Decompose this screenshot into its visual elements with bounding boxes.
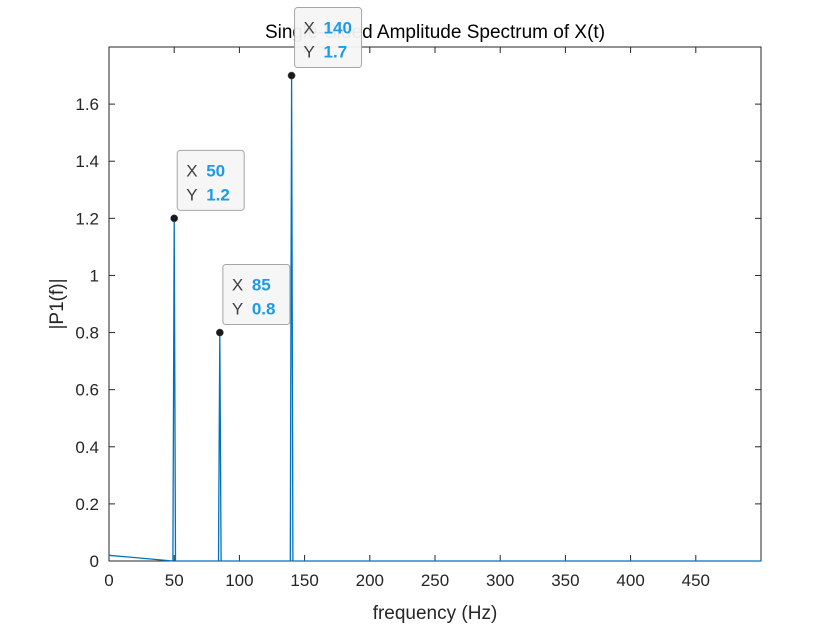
- datatip-x-key: X: [232, 276, 243, 295]
- datatip-y-key: Y: [304, 43, 315, 62]
- y-tick-label: 0.8: [75, 324, 99, 343]
- datatip[interactable]: X 85 Y 0.8: [215, 264, 291, 337]
- datatip-y-value: 1.2: [206, 185, 230, 204]
- datatip-y-value: 0.8: [252, 300, 276, 319]
- y-axis: 0 0.2 0.4 0.6 0.8 1 1.2 1.4 1.6: [75, 95, 761, 571]
- datatip-marker[interactable]: [287, 71, 296, 80]
- y-tick-label: 0.6: [75, 381, 99, 400]
- datatip-y-value: 1.7: [324, 43, 348, 62]
- x-tick-label: 0: [104, 571, 113, 590]
- datatip-x-key: X: [304, 19, 315, 38]
- y-tick-label: 1.2: [75, 209, 99, 228]
- x-axis-label: frequency (Hz): [373, 603, 498, 624]
- datatip-x-value: 50: [206, 161, 225, 180]
- datatip-x-value: 85: [252, 276, 271, 295]
- y-tick-label: 1.4: [75, 152, 99, 171]
- datatip-x-value: 140: [324, 19, 352, 38]
- x-tick-label: 150: [290, 571, 318, 590]
- datatip-marker[interactable]: [215, 328, 224, 337]
- x-axis: 0 50 100 150 200 250 300 350 400 450: [104, 47, 710, 590]
- datatip[interactable]: X 50 Y 1.2: [170, 149, 245, 223]
- x-tick-label: 400: [616, 571, 644, 590]
- y-tick-label: 1.6: [75, 95, 99, 114]
- y-tick-label: 0.2: [75, 495, 99, 514]
- datatip-box: [222, 264, 291, 326]
- datatip-marker[interactable]: [170, 214, 179, 223]
- plot-area: [108, 46, 762, 562]
- datatip-y-key: Y: [232, 300, 243, 319]
- x-tick-label: 300: [486, 571, 514, 590]
- x-tick-label: 100: [225, 571, 253, 590]
- datatip-box: [176, 149, 245, 211]
- x-tick-label: 50: [165, 571, 184, 590]
- datatip[interactable]: X 140 Y 1.7: [287, 7, 363, 80]
- x-tick-label: 250: [421, 571, 449, 590]
- x-tick-label: 450: [682, 571, 710, 590]
- y-tick-label: 0.4: [75, 438, 99, 457]
- x-tick-label: 350: [551, 571, 579, 590]
- y-axis-label: |P1(f)|: [47, 278, 68, 329]
- datatip-x-key: X: [186, 161, 197, 180]
- y-tick-label: 1: [90, 266, 99, 285]
- datatips-group: X 50 Y 1.2 X 85 Y 0.8 X 140 Y 1.7: [170, 7, 363, 337]
- datatip-y-key: Y: [186, 185, 197, 204]
- y-tick-label: 0: [90, 552, 99, 571]
- x-tick-label: 200: [356, 571, 384, 590]
- datatip-box: [294, 7, 363, 69]
